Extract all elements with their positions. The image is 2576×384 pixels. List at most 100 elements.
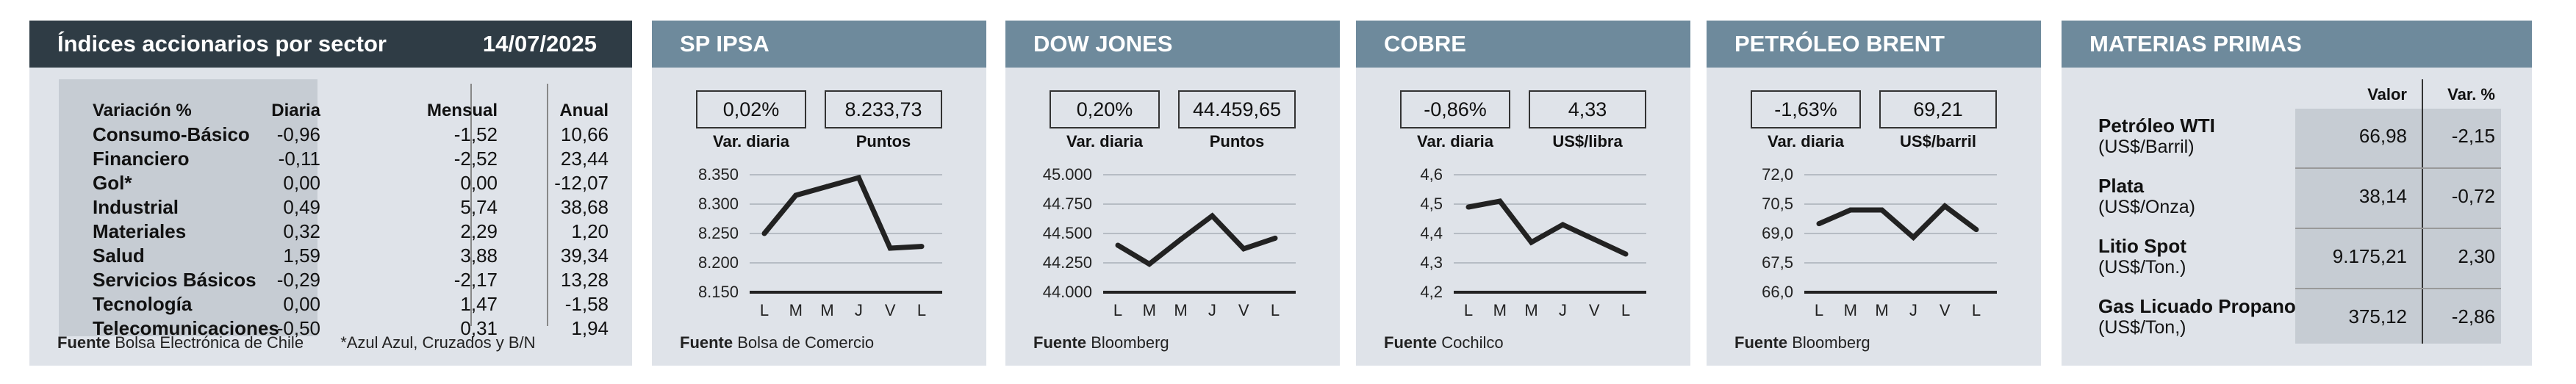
diaria-value: -0,50 <box>276 317 320 339</box>
materias-primas-panel: MATERIAS PRIMAS Valor Var. % Petróleo WT… <box>2062 21 2532 366</box>
y-tick-label: 72,0 <box>1762 165 1793 184</box>
values-column-shade <box>2295 109 2501 344</box>
commodity-value: 9.175,21 <box>2332 245 2407 267</box>
diaria-value: -0,96 <box>276 123 320 145</box>
y-tick-label: 66,0 <box>1762 283 1793 301</box>
x-tick-label: M <box>1174 301 1187 319</box>
header-valor: Valor <box>2367 85 2407 104</box>
var-value-box: -0,86% <box>1400 90 1510 128</box>
y-tick-label: 8.200 <box>698 253 739 272</box>
commodity-unit: (US$/Onza) <box>2098 197 2195 217</box>
data-point <box>1591 236 1597 242</box>
commodity-unit: (US$/Barril) <box>2098 137 2195 157</box>
table-header-row: Variación % Diaria Mensual Anual <box>59 100 639 122</box>
sector-label: Servicios Básicos <box>93 269 256 291</box>
data-point <box>1465 204 1471 210</box>
label-column-shade <box>59 79 317 336</box>
row-divider <box>2295 167 2501 169</box>
data-point <box>1816 221 1822 227</box>
commodity-row: Plata (US$/Onza) 38,14 -0,72 <box>2062 170 2532 226</box>
anual-value: 38,68 <box>560 196 609 218</box>
data-point <box>793 192 799 198</box>
y-tick-label: 44.500 <box>1043 224 1092 242</box>
sector-footnote: *Azul Azul, Cruzados y B/N <box>340 333 536 352</box>
commodity-value: 38,14 <box>2358 185 2407 207</box>
x-tick-label: J <box>1559 301 1567 319</box>
mensual-value: 1,47 <box>460 293 498 315</box>
anual-value: 23,44 <box>560 148 609 170</box>
data-point <box>1115 242 1121 248</box>
x-tick-label: M <box>820 301 833 319</box>
anual-value: 1,20 <box>571 220 609 242</box>
y-tick-label: 8.300 <box>698 195 739 213</box>
table-row: Consumo-Básico -0,96 -1,52 10,66 <box>59 123 639 145</box>
x-tick-label: M <box>789 301 803 319</box>
commodity-unit: (US$/Ton,) <box>2098 317 2186 338</box>
data-point <box>1209 213 1215 219</box>
anual-value: -1,58 <box>564 293 609 315</box>
diaria-value: 0,00 <box>283 293 320 315</box>
data-point <box>1973 227 1979 233</box>
diaria-value: 0,32 <box>283 220 320 242</box>
x-tick-label: L <box>1815 301 1823 319</box>
sector-label: Gol* <box>93 172 132 194</box>
commodity-change: -2,15 <box>2451 125 2495 147</box>
sector-panel-header: Índices accionarios por sector 14/07/202… <box>29 21 632 68</box>
x-tick-label: V <box>1238 301 1249 319</box>
mensual-value: -2,52 <box>453 148 498 170</box>
x-tick-label: M <box>1143 301 1156 319</box>
x-tick-label: L <box>760 301 769 319</box>
header-variacion: Variación % <box>93 101 192 120</box>
y-tick-label: 44.250 <box>1043 253 1092 272</box>
x-tick-label: M <box>1493 301 1507 319</box>
var-value-box: 0,02% <box>696 90 806 128</box>
diaria-value: -0,29 <box>276 269 320 291</box>
mensual-value: -2,17 <box>453 269 498 291</box>
sector-label: Financiero <box>93 148 190 170</box>
main-value-box: 44.459,65 <box>1178 90 1296 128</box>
data-point <box>1942 203 1948 209</box>
data-point <box>887 245 893 251</box>
chart-source: Fuente Cochilco <box>1384 333 1504 352</box>
materias-primas-header: MATERIAS PRIMAS <box>2062 21 2532 68</box>
data-point <box>1910 234 1916 240</box>
main-label: Puntos <box>1209 132 1265 151</box>
y-tick-label: 69,0 <box>1762 224 1793 242</box>
x-tick-label: V <box>1589 301 1600 319</box>
mensual-value: 0,31 <box>460 317 498 339</box>
diaria-value: 0,49 <box>283 196 320 218</box>
y-tick-label: 8.250 <box>698 224 739 242</box>
row-divider <box>2295 288 2501 289</box>
data-point <box>855 175 861 181</box>
var-label: Var. diaria <box>1768 132 1844 151</box>
data-point <box>761 231 767 236</box>
column-divider <box>470 84 472 326</box>
sector-source: Fuente Bolsa Electrónica de Chile *Azul … <box>57 333 536 352</box>
y-tick-label: 44.000 <box>1043 283 1092 301</box>
chart-header: COBRE <box>1356 21 1690 68</box>
sector-label: Salud <box>93 244 145 267</box>
anual-value: 1,94 <box>571 317 609 339</box>
data-point <box>1241 246 1246 252</box>
data-point <box>1560 222 1565 228</box>
y-tick-label: 70,5 <box>1762 195 1793 213</box>
data-point <box>1529 239 1535 245</box>
var-label: Var. diaria <box>1066 132 1143 151</box>
x-tick-label: J <box>1208 301 1216 319</box>
chart-source: Fuente Bolsa de Comercio <box>680 333 875 352</box>
line-chart: 4,2 4,3 4,4 4,5 4,6 L M M J V L <box>1420 165 1646 319</box>
sector-label: Tecnología <box>93 293 193 315</box>
y-tick-label: 4,6 <box>1420 165 1443 184</box>
data-point <box>1848 207 1854 213</box>
main-value-box: 4,33 <box>1529 90 1646 128</box>
line-chart: 8.150 8.200 8.250 8.300 8.350 L M M J V L <box>698 165 942 319</box>
commodity-row: Petróleo WTI (US$/Barril) 66,98 -2,15 <box>2062 110 2532 166</box>
x-tick-label: M <box>1524 301 1538 319</box>
x-tick-label: M <box>1844 301 1857 319</box>
anual-value: 13,28 <box>560 269 609 291</box>
anual-value: 10,66 <box>560 123 609 145</box>
mensual-value: 0,00 <box>460 172 498 194</box>
data-point <box>825 184 830 189</box>
x-tick-label: L <box>917 301 926 319</box>
sector-panel-date: 14/07/2025 <box>482 31 597 57</box>
